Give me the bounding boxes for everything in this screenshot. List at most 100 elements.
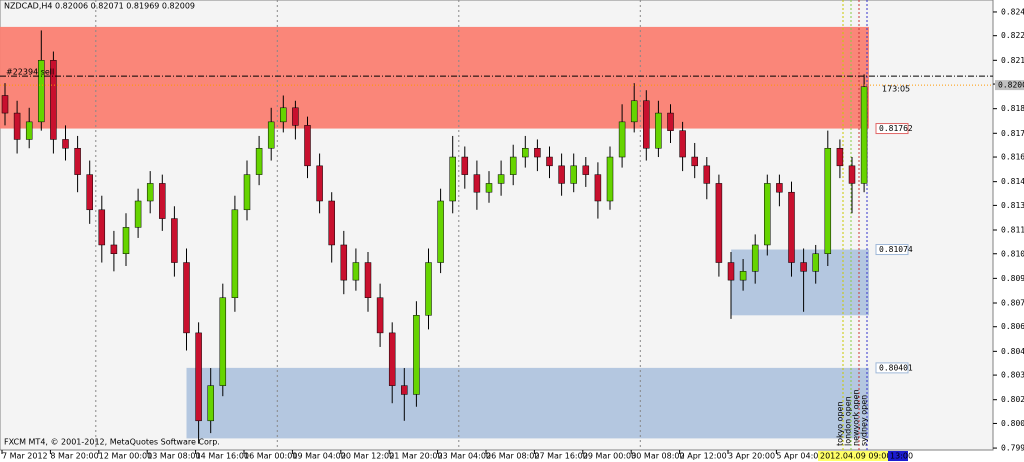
x-tick-label: 26 Mar 08:00 [486,452,539,461]
x-tick-label: 5 Apr 04:00 [776,452,823,461]
candle-body [788,191,795,263]
y-tick-label: 0.82425 [1001,7,1024,16]
y-tick-label: 0.81325 [1001,201,1024,210]
zone-price-label: 0.80401 [879,363,913,372]
current-price-label: 0.82009 [998,81,1024,90]
x-tick-label: 19 Mar 04:00 [292,452,345,461]
candle-body [497,174,505,184]
candle-body [13,112,21,140]
order-label: #22394 sell [6,68,54,77]
candle-body [558,165,565,184]
y-tick-label: 0.81460 [1001,177,1024,186]
current-price-box [995,80,1024,91]
candle-body [255,147,263,175]
x-tick-label: 3 Apr 20:00 [728,452,775,461]
x-tick-label: 12 Mar 00:00 [99,452,152,461]
y-tick-label: 0.79945 [1001,444,1024,453]
candle-body [691,156,698,167]
candle-body [824,147,832,255]
candle-body [340,244,348,281]
candle-body [38,60,45,123]
candle-body [280,107,287,123]
candle-body [316,165,323,202]
zone [731,249,869,316]
zone-price-box [875,123,909,135]
candle-body [848,165,856,184]
candle-body [606,156,614,202]
candle-body [401,385,408,395]
footer: FXCM MT4, © 2001-2012, MetaQuotes Softwa… [4,438,220,447]
chart-title: NZDCAD,H4 0.82006 0.82071 0.81969 0.8200… [4,2,195,11]
x-tick-label: 14 Mar 16:00 [196,452,249,461]
candle-body [74,147,81,175]
zone [186,367,869,439]
candle-body [655,112,662,149]
zone-price-label: 0.81762 [879,124,913,133]
timer: 173:05 [882,85,910,94]
candle-body [570,165,577,184]
candle-body [679,130,686,158]
candle-body [594,174,602,202]
session-label: london open [844,396,853,446]
candle-body [509,156,517,175]
y-tick-label: 0.80635 [1001,322,1024,331]
candle-body [522,147,529,158]
y-tick-label: 0.80910 [1001,274,1024,283]
candle-body [219,297,227,386]
candle-body [485,183,493,193]
candle-body [146,183,154,202]
candle-body [764,183,771,246]
candle-body [546,156,553,167]
candle-body [171,218,178,263]
x-tick-label: 30 Mar 08:00 [631,452,684,461]
candle-body [437,200,444,263]
candle-body [292,107,299,126]
candle-body [630,100,638,123]
x-tick-label: 13 Mar 08:00 [147,452,200,461]
candle-body [715,183,723,263]
candle-body [836,147,844,167]
y-tick-label: 0.80220 [1001,395,1024,404]
y-tick-label: 0.81600 [1001,153,1024,162]
zone-price-box [875,244,909,256]
candle-body [352,262,360,281]
time-box2 [888,451,908,461]
y-tick-label: 0.80085 [1001,419,1024,428]
session-label: sydney open [860,395,869,446]
candle-body [364,262,372,298]
x-tick-label: 16 Mar 00:00 [244,452,297,461]
candle-body [751,244,759,272]
y-tick-label: 0.81735 [1001,129,1024,138]
candle-body [461,156,469,175]
candle-body [413,315,420,395]
x-tick-label: 2 Apr 12:00 [680,452,727,461]
y-tick-label: 0.81875 [1001,104,1024,113]
candle-body [231,209,239,298]
candle-body [122,227,130,255]
candle-body [25,121,33,140]
candle-body [98,209,106,246]
x-tick-label: 23 Mar 04:00 [438,452,491,461]
candle-body [86,174,93,211]
candle-body [473,174,481,193]
y-tick-label: 0.82290 [1001,31,1024,40]
candle-body [739,271,747,281]
candle-body [243,174,251,211]
x-tick-label: 7 Mar 2012 [2,452,48,461]
candle-body [776,183,783,193]
zone-price-box [875,362,909,374]
candle-body [582,165,590,175]
candle-body [812,253,819,272]
y-tick-label: 0.80360 [1001,371,1024,380]
candle-body [1,95,9,114]
y-tick-label: 0.82150 [1001,56,1024,65]
x-tick-label: 8 Mar 20:00 [50,452,98,461]
candle-body [425,262,432,316]
candle-body [267,121,275,149]
x-tick-label: 20 Mar 12:00 [341,452,394,461]
candle-body [207,385,214,422]
x-tick-label: 27 Mar 16:00 [534,452,587,461]
candle-body [376,297,384,334]
candle-body [534,147,541,158]
